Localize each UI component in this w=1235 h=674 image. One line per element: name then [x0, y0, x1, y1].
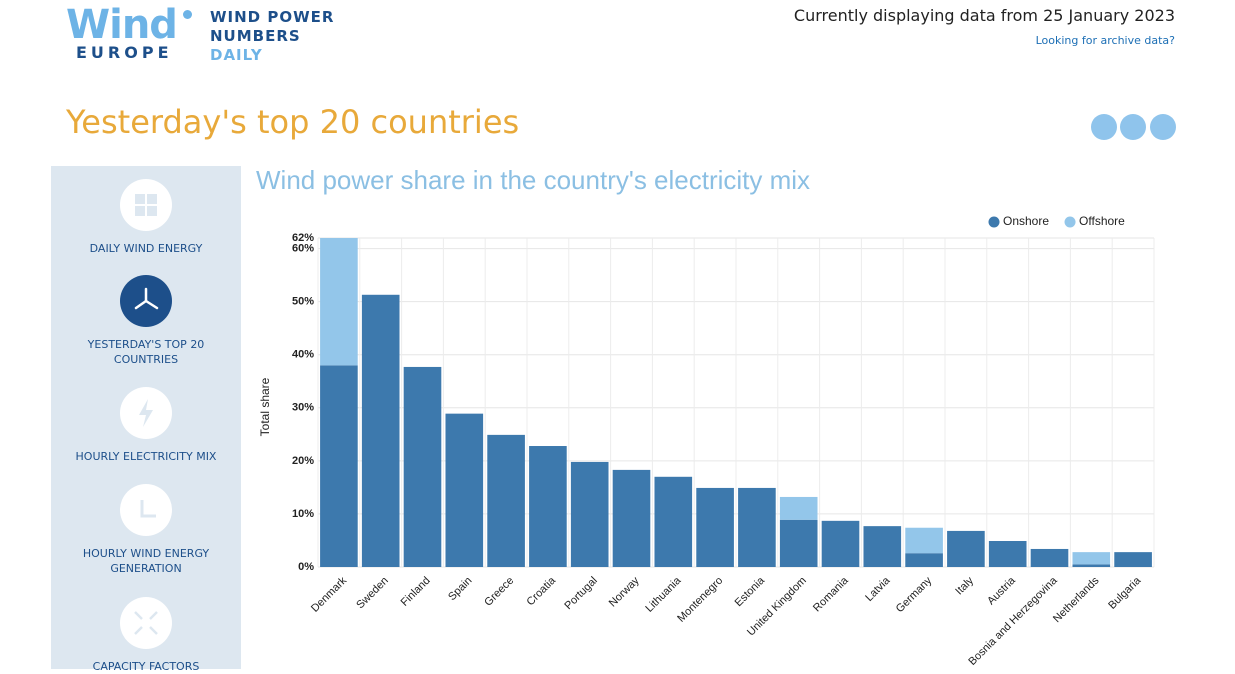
nav-item[interactable]: HOURLY WIND ENERGY GENERATION	[51, 484, 241, 576]
nav-item[interactable]: CAPACITY FACTORS	[51, 597, 241, 674]
x-tick-label: Netherlands	[1051, 574, 1102, 625]
x-tick-label: Romania	[811, 574, 851, 614]
bar-segment	[361, 294, 400, 567]
bar-segment	[445, 413, 484, 567]
nav-icon	[120, 179, 172, 231]
x-tick-label: Germany	[894, 574, 935, 615]
x-tick-label: Portugal	[562, 575, 599, 612]
nav-label: DAILY WIND ENERGY	[89, 242, 203, 255]
y-tick-label: 62%	[292, 232, 314, 244]
bar-segment	[1030, 548, 1069, 567]
x-tick-label: Austria	[985, 574, 1018, 607]
y-tick-label: 60%	[292, 243, 314, 255]
icon-grid	[135, 194, 157, 216]
share-linkedin[interactable]	[1150, 114, 1176, 140]
x-tick-label: Montenegro	[675, 575, 725, 625]
nav-label: YESTERDAY'S TOP 20 COUNTRIES	[87, 338, 205, 366]
x-tick-label: Norway	[607, 574, 642, 609]
bar-segment	[570, 461, 609, 567]
logo-wind: Wind	[66, 2, 178, 48]
bar-segment	[905, 553, 943, 567]
y-tick-label: 30%	[292, 402, 314, 414]
archive-link[interactable]: Looking for archive data?	[1035, 34, 1175, 47]
x-tick-label: Greece	[482, 575, 516, 609]
bar-segment	[320, 238, 358, 366]
x-tick-label: Denmark	[309, 574, 349, 614]
x-tick-label: Finland	[399, 575, 433, 609]
chart: Wind power share in the country's electr…	[256, 165, 1155, 668]
nav-icon	[120, 484, 172, 536]
icon-expand	[134, 611, 158, 635]
bar-segment	[403, 366, 442, 567]
date-note: Currently displaying data from 25 Januar…	[793, 6, 1175, 25]
icon-bolt	[139, 399, 153, 427]
share-twitter[interactable]	[1120, 114, 1146, 140]
x-tick-label: Latvia	[863, 574, 893, 604]
y-tick-label: 20%	[292, 455, 314, 467]
share-facebook[interactable]	[1091, 114, 1117, 140]
bar-segment	[320, 365, 358, 567]
bar-segment	[863, 526, 902, 567]
nav-icon	[120, 387, 172, 439]
bar-segment	[779, 496, 818, 520]
y-tick-label: 50%	[292, 296, 314, 308]
x-tick-label: Bosnia and Herzegovina	[966, 574, 1060, 668]
y-tick-label: 40%	[292, 349, 314, 361]
bar-segment	[529, 446, 567, 567]
bar-segment	[696, 487, 734, 567]
nav-icon	[120, 597, 172, 649]
nav-item[interactable]: YESTERDAY'S TOP 20 COUNTRIES	[51, 275, 241, 367]
nav-item[interactable]: HOURLY ELECTRICITY MIX	[51, 387, 241, 464]
nav-label: HOURLY ELECTRICITY MIX	[75, 450, 217, 463]
product-line: NUMBERS	[210, 27, 301, 45]
bar-segment	[1072, 552, 1111, 565]
product-line: WIND POWER	[210, 8, 335, 26]
bar-segment	[487, 434, 525, 567]
legend-marker	[1064, 216, 1076, 228]
page-title: Yesterday's top 20 countries	[66, 103, 520, 141]
y-axis-label: Total share	[258, 377, 272, 436]
nav-label: CAPACITY FACTORS	[92, 660, 200, 673]
bar-segment	[612, 469, 651, 567]
bar-segment	[905, 527, 943, 554]
y-tick-label: 10%	[292, 508, 314, 520]
bar-segment	[988, 540, 1027, 567]
bar-segment	[821, 520, 860, 567]
legend-label: Offshore	[1079, 214, 1125, 228]
x-tick-label: Spain	[446, 575, 474, 603]
bar-segment	[1072, 564, 1111, 567]
logo-europe: EUROPE	[76, 43, 173, 62]
sidebar: DAILY WIND ENERGY YESTERDAY'S TOP 20 COU…	[51, 166, 241, 673]
bar-segment	[738, 487, 776, 567]
x-tick-label: Lithuania	[643, 574, 684, 615]
bar-segment	[1114, 552, 1152, 567]
chart-title: Wind power share in the country's electr…	[256, 165, 810, 195]
y-tick-label: 0%	[298, 561, 314, 573]
x-tick-label: Italy	[953, 574, 976, 597]
nav-label: HOURLY WIND ENERGY GENERATION	[82, 547, 210, 575]
nav-item[interactable]: DAILY WIND ENERGY	[51, 179, 241, 256]
nav-icon	[120, 275, 172, 327]
legend-marker	[988, 216, 1000, 228]
legend-label: Onshore	[1003, 214, 1049, 228]
bar-segment	[654, 476, 693, 567]
icon-clock	[140, 500, 156, 518]
bar-segment	[947, 530, 985, 567]
x-tick-label: Croatia	[525, 574, 559, 608]
logo-dot	[183, 10, 192, 19]
bar-segment	[779, 519, 818, 567]
product-name: WIND POWER NUMBERS DAILY	[210, 8, 334, 65]
icon-turbine	[134, 287, 159, 310]
product-line: DAILY	[210, 46, 263, 64]
x-tick-label: Bulgaria	[1106, 574, 1144, 612]
x-tick-label: Sweden	[354, 575, 391, 612]
x-tick-label: Estonia	[733, 574, 768, 609]
